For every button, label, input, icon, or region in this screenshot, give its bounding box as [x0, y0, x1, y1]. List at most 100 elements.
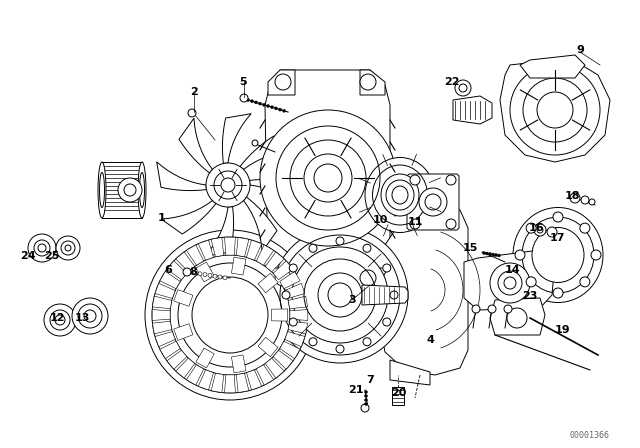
- Polygon shape: [360, 265, 390, 290]
- Polygon shape: [520, 55, 585, 78]
- Circle shape: [28, 234, 56, 262]
- Circle shape: [363, 338, 371, 346]
- Circle shape: [472, 305, 480, 313]
- Circle shape: [65, 245, 71, 251]
- Circle shape: [246, 99, 250, 102]
- Polygon shape: [273, 350, 293, 369]
- Circle shape: [534, 224, 546, 236]
- Circle shape: [365, 395, 367, 397]
- Text: 5: 5: [239, 77, 247, 87]
- Circle shape: [360, 74, 376, 90]
- Circle shape: [72, 298, 108, 334]
- Polygon shape: [225, 375, 236, 393]
- Circle shape: [266, 104, 269, 108]
- Text: 9: 9: [576, 45, 584, 55]
- Text: 22: 22: [444, 77, 460, 87]
- Polygon shape: [490, 298, 545, 335]
- Polygon shape: [232, 355, 246, 373]
- Text: 13: 13: [74, 313, 90, 323]
- Circle shape: [193, 271, 197, 275]
- Circle shape: [260, 110, 396, 246]
- Circle shape: [537, 92, 573, 128]
- Text: 25: 25: [44, 251, 60, 261]
- Circle shape: [208, 273, 212, 277]
- Circle shape: [390, 291, 398, 299]
- Polygon shape: [196, 348, 214, 368]
- Polygon shape: [173, 289, 193, 306]
- Text: 21: 21: [348, 385, 364, 395]
- Text: 10: 10: [372, 215, 388, 225]
- Circle shape: [240, 94, 248, 102]
- Text: 12: 12: [49, 313, 65, 323]
- Polygon shape: [196, 262, 214, 282]
- Polygon shape: [186, 365, 204, 385]
- Circle shape: [55, 315, 65, 325]
- Circle shape: [218, 275, 222, 279]
- Circle shape: [591, 250, 601, 260]
- Circle shape: [272, 227, 408, 363]
- Text: 00001366: 00001366: [570, 431, 610, 439]
- Polygon shape: [280, 271, 300, 289]
- Circle shape: [363, 244, 371, 252]
- Polygon shape: [246, 370, 262, 390]
- Polygon shape: [265, 70, 390, 290]
- Polygon shape: [155, 332, 175, 347]
- Circle shape: [118, 178, 142, 202]
- Polygon shape: [236, 237, 249, 257]
- Circle shape: [483, 251, 486, 254]
- Polygon shape: [211, 373, 224, 392]
- Circle shape: [282, 291, 290, 299]
- Polygon shape: [232, 257, 246, 275]
- Circle shape: [383, 264, 391, 272]
- Circle shape: [289, 318, 297, 326]
- Circle shape: [490, 263, 530, 303]
- Circle shape: [547, 227, 557, 237]
- Circle shape: [252, 140, 258, 146]
- Text: 17: 17: [549, 233, 564, 243]
- Circle shape: [446, 219, 456, 229]
- Circle shape: [455, 80, 471, 96]
- Circle shape: [56, 236, 80, 260]
- Circle shape: [553, 212, 563, 222]
- Polygon shape: [464, 250, 555, 310]
- Circle shape: [580, 277, 590, 287]
- Polygon shape: [161, 201, 216, 234]
- Polygon shape: [225, 237, 236, 255]
- Text: 15: 15: [462, 243, 477, 253]
- Circle shape: [361, 404, 369, 412]
- Circle shape: [365, 402, 367, 405]
- Circle shape: [365, 399, 367, 401]
- Circle shape: [214, 171, 242, 199]
- Polygon shape: [290, 310, 308, 320]
- Circle shape: [44, 304, 76, 336]
- Polygon shape: [273, 261, 293, 280]
- Ellipse shape: [98, 162, 106, 218]
- Ellipse shape: [392, 186, 408, 204]
- Circle shape: [275, 270, 291, 286]
- Text: 20: 20: [391, 388, 406, 398]
- Circle shape: [192, 277, 268, 353]
- Polygon shape: [256, 245, 274, 265]
- Circle shape: [526, 277, 536, 287]
- Circle shape: [446, 175, 456, 185]
- Circle shape: [488, 305, 496, 313]
- Polygon shape: [244, 197, 277, 252]
- Polygon shape: [157, 162, 207, 190]
- Circle shape: [84, 310, 96, 322]
- Polygon shape: [152, 321, 172, 334]
- Circle shape: [589, 199, 595, 205]
- Polygon shape: [155, 283, 175, 298]
- Polygon shape: [500, 58, 610, 162]
- Text: 7: 7: [366, 375, 374, 385]
- Circle shape: [198, 272, 202, 276]
- Circle shape: [383, 318, 391, 326]
- Ellipse shape: [365, 158, 435, 233]
- Polygon shape: [179, 118, 212, 173]
- Text: 18: 18: [564, 191, 580, 201]
- Circle shape: [278, 108, 282, 111]
- Circle shape: [570, 193, 580, 203]
- Polygon shape: [265, 265, 295, 290]
- Text: 11: 11: [407, 217, 423, 227]
- Polygon shape: [453, 96, 492, 124]
- Polygon shape: [288, 321, 308, 334]
